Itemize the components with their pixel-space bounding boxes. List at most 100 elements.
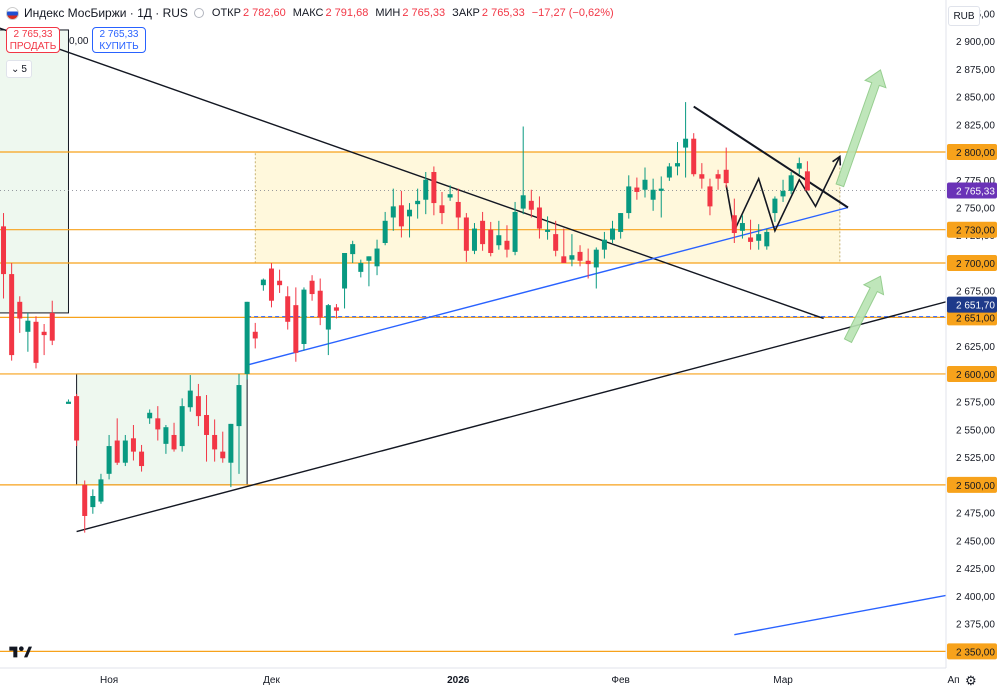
- buy-label: КУПИТЬ: [99, 41, 139, 52]
- candle: [82, 480, 88, 533]
- candle-body: [748, 237, 754, 242]
- candle-body: [366, 256, 372, 261]
- dashed-level-tag-bg: [947, 296, 997, 313]
- candle: [593, 247, 599, 289]
- candle: [114, 418, 120, 465]
- candle: [1, 213, 7, 299]
- candle: [301, 287, 307, 351]
- collapse-indicators-button[interactable]: ⌄ 5: [6, 60, 32, 78]
- symbol-title[interactable]: Индекс МосБиржи · 1Д · RUS: [24, 6, 188, 20]
- candle: [25, 312, 31, 352]
- zone-rectangle: [76, 373, 248, 486]
- candle-body: [431, 171, 437, 204]
- candle-body: [691, 138, 697, 175]
- candle: [463, 213, 469, 262]
- candle-body: [463, 217, 469, 251]
- candle-body: [163, 427, 169, 444]
- candle-body: [788, 175, 794, 191]
- level-price-tag-bg: [947, 476, 997, 493]
- level-price-tag-bg: [947, 365, 997, 382]
- candle: [212, 419, 218, 462]
- level-price-tag-bg: [947, 309, 997, 326]
- candle: [699, 163, 705, 189]
- candle: [512, 201, 518, 256]
- candle: [496, 220, 502, 250]
- candle-body: [9, 274, 15, 356]
- price-tick-label: 2 525,00: [956, 453, 995, 464]
- price-tick-label: 2 475,00: [956, 509, 995, 520]
- candle-body: [252, 331, 258, 339]
- candle: [610, 220, 616, 244]
- candle: [49, 300, 55, 346]
- candle: [577, 245, 583, 267]
- price-tick-label: 2 375,00: [956, 620, 995, 631]
- sell-label: ПРОДАТЬ: [9, 41, 57, 52]
- price-tick-label: 2 625,00: [956, 342, 995, 353]
- buy-button[interactable]: 2 765,33 КУПИТЬ: [92, 27, 146, 53]
- candle-body: [658, 188, 664, 191]
- candle-body: [553, 234, 559, 251]
- candle: [804, 161, 810, 191]
- candle: [171, 422, 177, 452]
- candle-body: [561, 256, 567, 263]
- candle: [528, 189, 534, 218]
- candle: [658, 176, 664, 218]
- high-label: МАКС: [292, 7, 324, 19]
- chevron-down-icon: ⌄: [11, 63, 20, 75]
- price-tick-label: 2 775,00: [956, 176, 995, 187]
- time-tick-label: Фев: [611, 675, 629, 686]
- sell-button[interactable]: 2 765,33 ПРОДАТЬ: [6, 27, 60, 53]
- candle-body: [195, 396, 201, 417]
- low-label: МИН: [375, 7, 401, 19]
- price-tick-label: 2 750,00: [956, 204, 995, 215]
- price-tick-label: 2 450,00: [956, 536, 995, 547]
- candle: [707, 178, 713, 216]
- candle: [731, 198, 737, 244]
- candle: [268, 262, 274, 308]
- settings-gear-icon[interactable]: ⚙: [965, 673, 977, 688]
- candle: [252, 322, 258, 349]
- open-label: ОТКР: [211, 7, 241, 19]
- candle: [382, 211, 388, 246]
- candle-body: [82, 484, 88, 516]
- candle: [155, 406, 161, 441]
- candle-body: [666, 166, 672, 178]
- candle: [423, 171, 429, 215]
- candle-body: [212, 434, 218, 450]
- candle-body: [220, 451, 226, 459]
- zigzag-arrowhead: [832, 154, 842, 166]
- candle-body: [772, 198, 778, 214]
- candle: [488, 221, 494, 257]
- candle: [130, 424, 136, 461]
- candle: [626, 175, 632, 219]
- candle: [325, 304, 331, 356]
- candle: [17, 296, 23, 333]
- time-tick-label: Дек: [263, 675, 280, 686]
- tradingview-logo-icon[interactable]: [8, 644, 32, 660]
- time-axis: Ноя Дек 2026 Фев Мар Ап: [0, 667, 960, 686]
- candle-body: [585, 260, 591, 265]
- candle: [139, 444, 145, 472]
- candle: [374, 239, 380, 276]
- candle-body: [90, 496, 96, 508]
- candle-body: [342, 252, 348, 289]
- price-tick-label: 2 550,00: [956, 425, 995, 436]
- candle-body: [98, 479, 104, 502]
- candle-body: [179, 406, 185, 447]
- candle: [691, 133, 697, 177]
- candle: [106, 434, 112, 480]
- candle-body: [650, 189, 656, 200]
- price-tick-label: 2 425,00: [956, 564, 995, 575]
- candle: [739, 215, 745, 239]
- change-value: −17,27 (−0,62%): [531, 7, 614, 19]
- candle: [333, 304, 339, 319]
- candle: [772, 196, 778, 222]
- candle-body: [244, 301, 250, 374]
- candle: [439, 191, 445, 225]
- candle: [220, 431, 226, 463]
- candle: [342, 252, 348, 309]
- time-tick-label: Ноя: [100, 675, 118, 686]
- currency-selector[interactable]: RUB: [948, 6, 980, 26]
- candle: [504, 225, 510, 258]
